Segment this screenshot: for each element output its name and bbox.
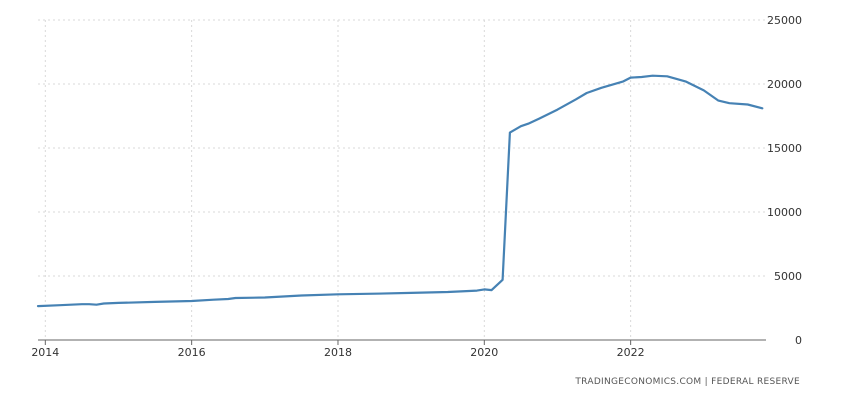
y-tick-label-5000: 5000 [774, 270, 802, 283]
y-tick-label-10000: 10000 [767, 206, 802, 219]
x-tick-label-2014: 2014 [31, 346, 59, 359]
vertical-grid [44, 20, 632, 340]
y-axis-ticks: 0 5000 10000 15000 20000 25000 [767, 14, 802, 347]
horizontal-grid [38, 19, 766, 277]
x-tick-label-2018: 2018 [324, 346, 352, 359]
x-axis-ticks: 2014 2016 2018 2020 2022 [31, 340, 645, 359]
y-tick-label-20000: 20000 [767, 78, 802, 91]
x-tick-label-2016: 2016 [178, 346, 206, 359]
x-tick-label-2020: 2020 [470, 346, 498, 359]
series-line [36, 74, 764, 308]
x-tick-label-2022: 2022 [617, 346, 645, 359]
y-tick-label-25000: 25000 [767, 14, 802, 27]
y-tick-label-0: 0 [795, 334, 802, 347]
y-tick-label-15000: 15000 [767, 142, 802, 155]
source-attribution: TRADINGECONOMICS.COM | FEDERAL RESERVE [575, 377, 800, 387]
